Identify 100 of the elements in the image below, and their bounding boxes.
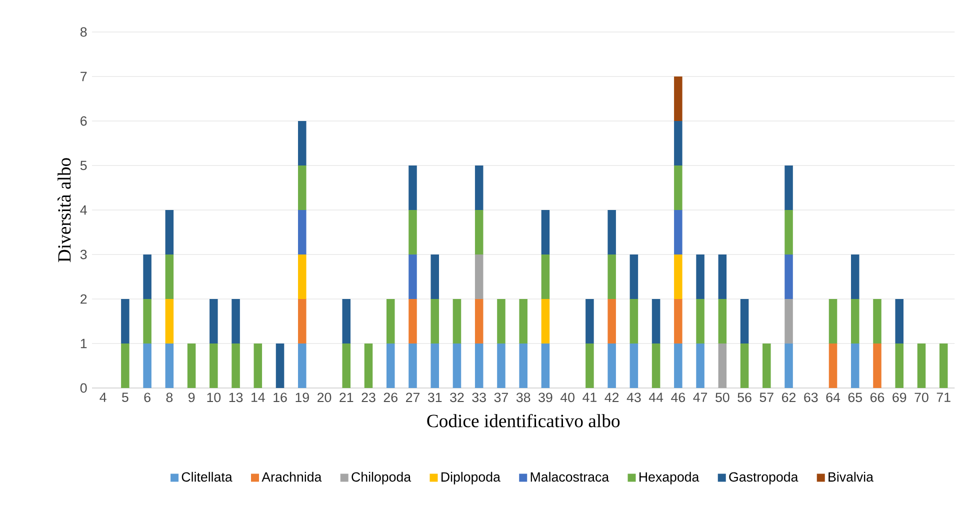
bar: [430, 343, 439, 388]
bar: [541, 343, 550, 388]
y-tick-label: 3: [80, 250, 87, 260]
bar: [784, 254, 793, 299]
x-tick-label: 33: [472, 392, 486, 402]
bar: [541, 210, 550, 254]
bar: [850, 343, 860, 388]
x-tick-label: 47: [693, 392, 708, 402]
bar: [873, 298, 882, 344]
y-tick-label: 1: [80, 338, 87, 348]
bar: [718, 343, 727, 388]
bar: [696, 298, 704, 344]
legend-label: Malacostraca: [530, 472, 610, 482]
legend-label: Diplopoda: [441, 472, 500, 484]
x-tick-label: 57: [760, 392, 774, 402]
bar: [850, 254, 860, 299]
bar: [784, 210, 793, 254]
bar: [121, 298, 130, 344]
bar: [541, 298, 550, 344]
x-tick-label: 13: [229, 392, 243, 402]
x-tick-label: 42: [604, 392, 619, 402]
x-tick-label: 10: [207, 392, 221, 402]
bar: [608, 298, 616, 344]
bar: [232, 298, 240, 344]
legend-label: Chilopoda: [352, 472, 412, 484]
x-tick-label: 38: [516, 392, 530, 402]
x-tick-label: 6: [144, 392, 150, 402]
bar: [386, 343, 395, 388]
bar: [430, 298, 439, 344]
bar: [828, 343, 838, 388]
bar: [143, 343, 152, 388]
bar: [298, 165, 306, 210]
x-tick-label: 26: [384, 392, 398, 402]
x-tick-label: 8: [166, 392, 173, 402]
bar: [652, 298, 660, 344]
bar: [784, 343, 793, 388]
legend-label: Bivalvia: [828, 472, 874, 482]
bar: [408, 254, 417, 299]
bar: [718, 254, 727, 299]
bar: [187, 343, 196, 388]
x-tick-label: 37: [494, 392, 508, 402]
bar: [674, 254, 682, 299]
bar: [740, 343, 749, 388]
bar: [298, 254, 306, 299]
bar: [497, 298, 506, 344]
bar: [474, 343, 484, 388]
bar: [608, 210, 616, 254]
bar: [895, 298, 904, 344]
x-tick-label: 16: [274, 392, 287, 402]
bar: [408, 165, 417, 210]
y-tick-label: 5: [80, 160, 87, 170]
bar: [740, 298, 749, 344]
bar: [608, 254, 616, 299]
bar: [452, 298, 462, 344]
x-tick-label: 65: [848, 392, 862, 402]
bar: [298, 210, 306, 254]
bar: [386, 298, 395, 344]
x-tick-label: 32: [450, 392, 464, 402]
bar: [474, 298, 484, 344]
x-tick-label: 21: [340, 392, 354, 402]
bar: [497, 343, 506, 388]
legend-label: Clitellata: [182, 472, 232, 482]
legend-label: Arachnida: [262, 472, 322, 482]
bar: [674, 165, 682, 210]
y-tick-label: 7: [80, 72, 87, 82]
bar: [850, 298, 860, 344]
x-tick-label: 63: [804, 392, 818, 402]
bar: [474, 254, 484, 299]
bar: [298, 120, 306, 166]
x-axis-title: Codice identificativo albo: [427, 414, 620, 428]
bar: [210, 298, 218, 344]
bar: [408, 343, 417, 388]
bar: [408, 210, 417, 254]
x-tick-label: 44: [648, 392, 664, 402]
bar: [143, 254, 152, 299]
bar: [586, 298, 594, 344]
bar: [298, 298, 306, 344]
bar: [430, 254, 439, 299]
x-tick-label: 23: [362, 392, 376, 402]
bar: [630, 298, 638, 344]
y-axis-title: Diversità albo: [58, 158, 71, 262]
bar: [474, 210, 484, 254]
bar: [586, 343, 594, 388]
bar: [232, 343, 240, 388]
bar: [784, 298, 793, 344]
x-tick-label: 43: [626, 392, 641, 402]
bar: [630, 254, 638, 299]
bar: [828, 298, 838, 344]
x-tick-label: 14: [252, 392, 265, 402]
bar: [452, 343, 462, 388]
bar: [873, 343, 882, 388]
bar: [674, 343, 682, 388]
y-tick-label: 2: [80, 294, 87, 304]
y-tick-label: 8: [80, 27, 87, 37]
x-tick-label: 66: [870, 392, 884, 402]
x-tick-label: 39: [538, 392, 552, 402]
bar: [298, 343, 306, 388]
y-tick-label: 0: [80, 383, 87, 393]
x-tick-label: 27: [406, 392, 420, 402]
bar: [519, 298, 528, 344]
